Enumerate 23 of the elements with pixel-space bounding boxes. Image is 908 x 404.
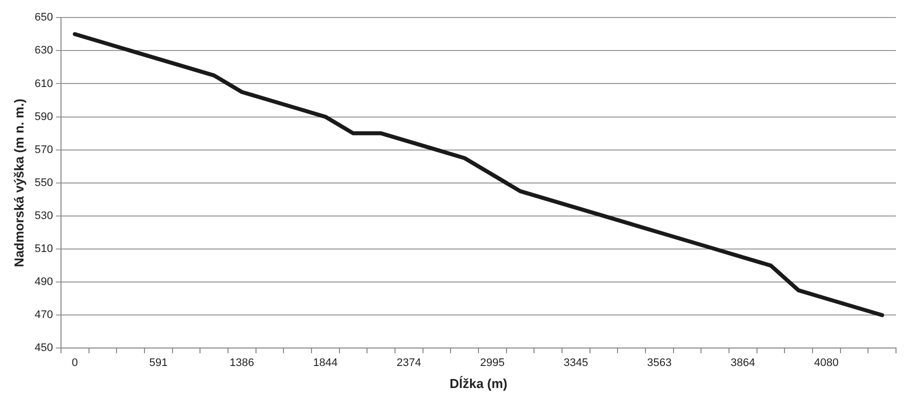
y-tick-label: 630 [34,44,53,57]
y-tick-label: 470 [34,309,53,322]
y-tick-label: 570 [34,144,53,156]
y-axis-title: Nadmorská výška (m n. m.) [11,98,26,268]
y-tick-label: 450 [34,342,53,354]
y-tick-label: 510 [34,243,53,256]
x-tick-label: 2995 [480,356,505,369]
x-tick-label: 1844 [313,356,338,369]
x-tick-label: 3563 [647,356,672,369]
x-tick-label: 3345 [564,356,588,369]
x-axis-title: Dĺžka (m) [450,374,508,391]
x-tick-label: 1386 [230,356,254,369]
x-tick-label: 591 [149,356,168,369]
y-tick-label: 610 [34,78,53,90]
x-tick-label: 3864 [730,356,756,369]
y-tick-label: 530 [34,210,53,222]
x-tick-label: 2374 [396,356,422,369]
y-tick-label: 490 [34,276,53,288]
y-tick-label: 650 [34,12,53,24]
y-tick-label: 550 [34,176,53,189]
x-tick-label: 4080 [814,356,839,369]
x-tick-label: 0 [72,356,78,369]
y-tick-label: 590 [34,110,53,123]
